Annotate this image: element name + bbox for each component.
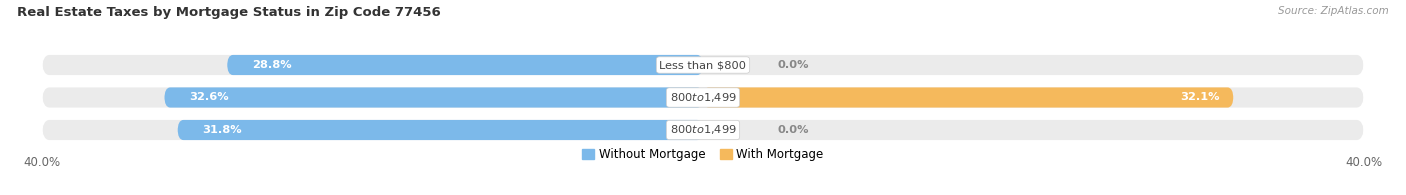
Text: 0.0%: 0.0% [778,60,808,70]
Text: 31.8%: 31.8% [202,125,242,135]
Text: Source: ZipAtlas.com: Source: ZipAtlas.com [1278,6,1389,16]
Text: Real Estate Taxes by Mortgage Status in Zip Code 77456: Real Estate Taxes by Mortgage Status in … [17,6,440,19]
FancyBboxPatch shape [177,120,703,140]
Text: 28.8%: 28.8% [252,60,291,70]
Text: 32.1%: 32.1% [1181,92,1220,103]
FancyBboxPatch shape [228,55,703,75]
FancyBboxPatch shape [42,55,1364,75]
Text: Less than $800: Less than $800 [659,60,747,70]
Text: 0.0%: 0.0% [778,125,808,135]
FancyBboxPatch shape [42,87,1364,108]
Text: $800 to $1,499: $800 to $1,499 [669,91,737,104]
FancyBboxPatch shape [165,87,703,108]
Legend: Without Mortgage, With Mortgage: Without Mortgage, With Mortgage [578,143,828,166]
Text: $800 to $1,499: $800 to $1,499 [669,123,737,136]
Text: 32.6%: 32.6% [190,92,229,103]
FancyBboxPatch shape [42,120,1364,140]
FancyBboxPatch shape [703,87,1233,108]
